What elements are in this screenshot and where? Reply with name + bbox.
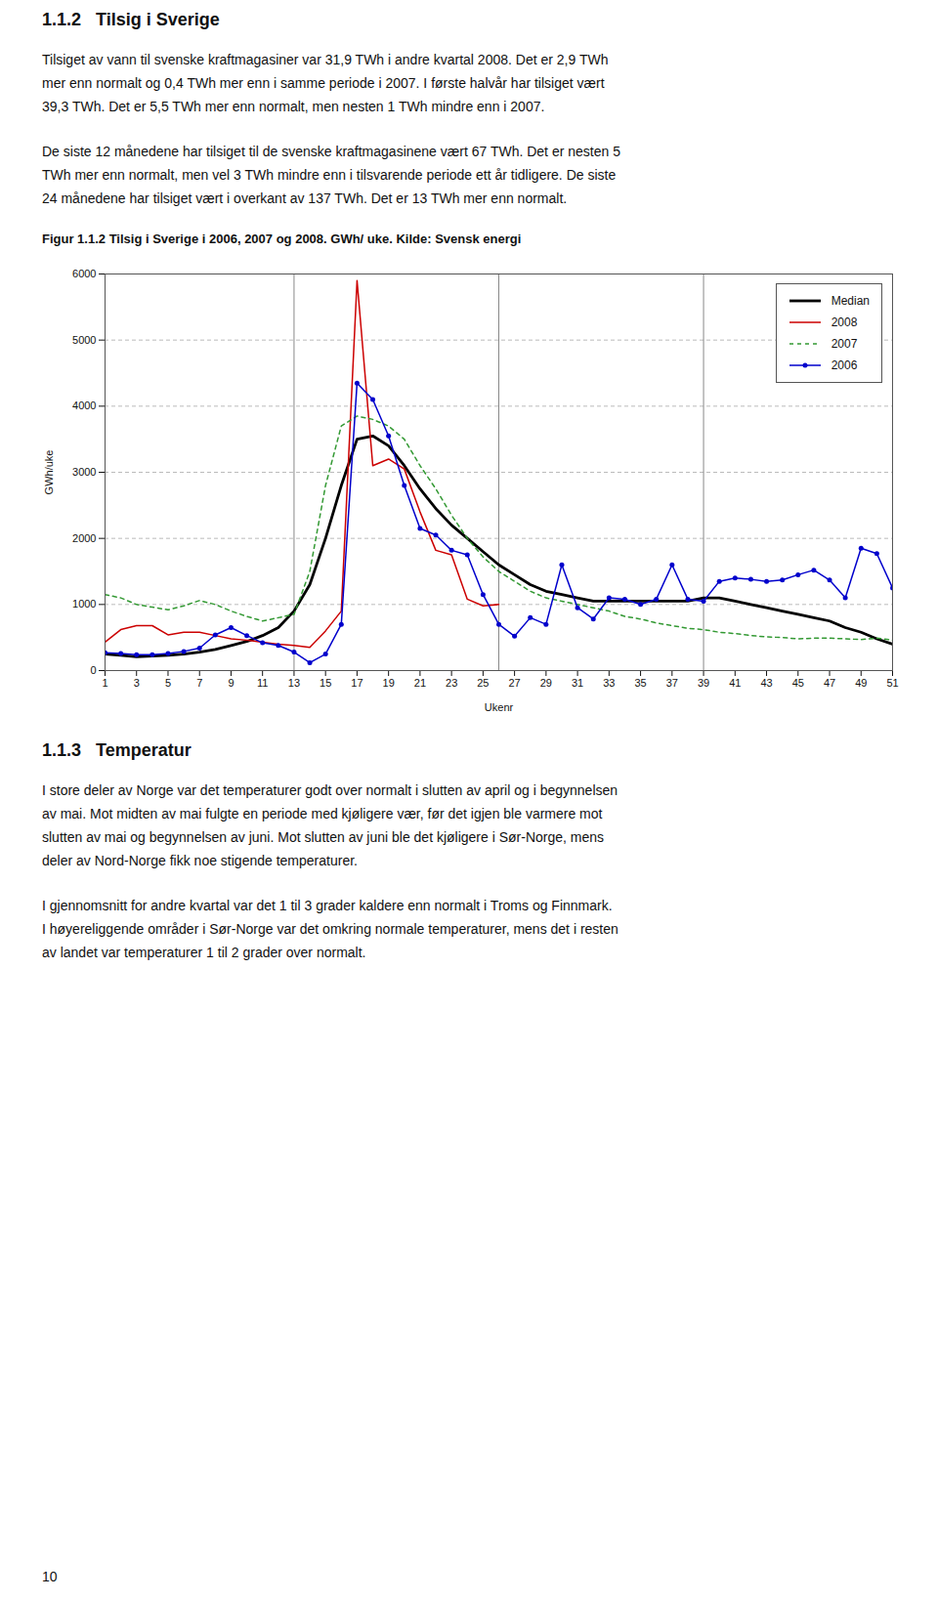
svg-text:5: 5: [165, 677, 171, 689]
svg-text:GWh/uke: GWh/uke: [42, 450, 55, 496]
svg-text:37: 37: [666, 677, 679, 689]
svg-text:33: 33: [602, 677, 615, 689]
svg-text:5000: 5000: [72, 334, 96, 346]
html-text:Tilsiget av vann til svenske k: Tilsiget av vann til svenske kraftmagasi…: [42, 51, 609, 68]
html-text:slutten av mai og begynnelsen: slutten av mai og begynnelsen av juni. M…: [42, 829, 604, 846]
svg-text:31: 31: [571, 677, 584, 689]
svg-text:45: 45: [792, 677, 805, 689]
html-text:av landet var temperaturer 1 t: av landet var temperaturer 1 til 2 grade…: [42, 944, 366, 961]
svg-text:4000: 4000: [72, 399, 96, 412]
svg-text:3000: 3000: [72, 466, 96, 478]
html-text:39,3 TWh. Det er 5,5 TWh mer e: 39,3 TWh. Det er 5,5 TWh mer enn normalt…: [42, 98, 545, 115]
html-text:24 månedene har tilsiget vært: 24 månedene har tilsiget vært i overkant…: [42, 190, 567, 207]
svg-text:Ukenr: Ukenr: [484, 701, 514, 714]
html-text:I høyereliggende områder i Sør: I høyereliggende områder i Sør-Norge var…: [42, 921, 619, 938]
html-text:1.1.2 Tilsig i Sverige: 1.1.2 Tilsig i Sverige: [42, 9, 220, 30]
svg-text:11: 11: [256, 677, 268, 689]
svg-text:21: 21: [414, 677, 427, 689]
svg-text:39: 39: [697, 677, 710, 689]
html-text:av mai. Mot midten av mai fulg: av mai. Mot midten av mai fulgte en peri…: [42, 806, 603, 822]
svg-text:49: 49: [854, 677, 867, 689]
html-text:1.1.3 Temperatur: 1.1.3 Temperatur: [42, 740, 192, 761]
svg-text:17: 17: [350, 677, 363, 689]
svg-text:29: 29: [540, 677, 553, 689]
svg-text:0: 0: [89, 664, 96, 677]
svg-text:43: 43: [760, 677, 772, 689]
svg-text:19: 19: [383, 677, 395, 689]
html-text:Median: Median: [831, 294, 870, 308]
svg-text:51: 51: [886, 677, 898, 689]
html-text:I store deler av Norge var det: I store deler av Norge var det temperatu…: [42, 782, 618, 799]
html-text:De siste 12 månedene har tilsi: De siste 12 månedene har tilsiget til de…: [42, 143, 621, 160]
svg-text:41: 41: [728, 677, 741, 689]
svg-text:1: 1: [101, 677, 108, 689]
svg-text:25: 25: [476, 677, 489, 689]
svg-text:2000: 2000: [72, 532, 96, 545]
svg-text:35: 35: [634, 677, 646, 689]
svg-text:27: 27: [508, 677, 520, 689]
svg-text:6000: 6000: [72, 267, 96, 280]
svg-text:9: 9: [227, 677, 234, 689]
svg-text:23: 23: [445, 677, 458, 689]
svg-text:7: 7: [196, 677, 203, 689]
html-text:mer enn normalt og 0,4 TWh mer: mer enn normalt og 0,4 TWh mer enn i sam…: [42, 75, 605, 91]
html-text:10: 10: [42, 1569, 58, 1585]
svg-text:15: 15: [319, 677, 332, 689]
svg-text:47: 47: [823, 677, 836, 689]
html-text:TWh mer enn normalt, men vel 3: TWh mer enn normalt, men vel 3 TWh mindr…: [42, 167, 616, 183]
html-text:2008: 2008: [831, 315, 858, 330]
svg-text:1000: 1000: [72, 597, 96, 610]
html-text:2006: 2006: [831, 358, 858, 373]
html-text:Figur 1.1.2 Tilsig i Sverige i: Figur 1.1.2 Tilsig i Sverige i 2006, 200…: [42, 231, 522, 247]
svg-text:3: 3: [133, 677, 140, 689]
html-text:deler av Nord-Norge fikk noe s: deler av Nord-Norge fikk noe stigende te…: [42, 852, 358, 869]
svg-text:13: 13: [288, 677, 300, 689]
html-text:2007: 2007: [831, 337, 858, 351]
html-text:I gjennomsnitt for andre kvart: I gjennomsnitt for andre kvartal var det…: [42, 897, 613, 914]
